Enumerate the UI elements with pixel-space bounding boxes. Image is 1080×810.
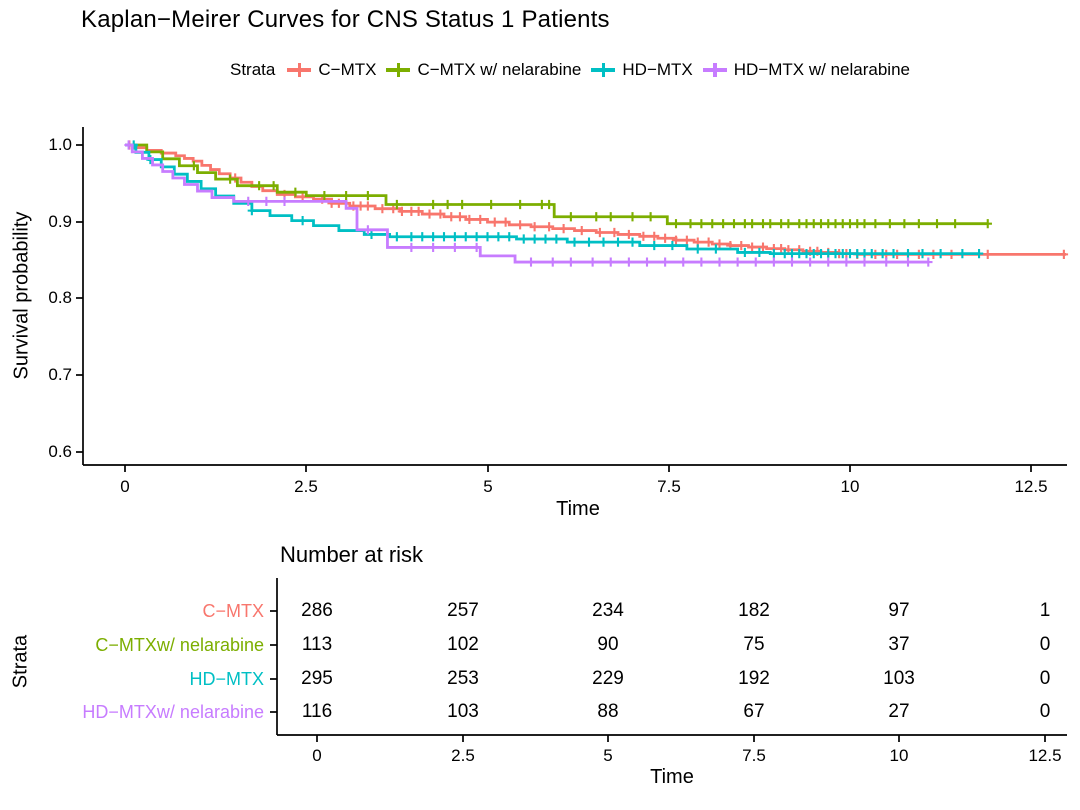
censor-plus-icon [386,62,411,78]
risk-count-cell: 88 [597,701,619,722]
risk-row-label: HD−MTX [189,669,264,689]
x-tick-label: 7.5 [657,477,681,496]
risk-count-cell: 102 [447,634,479,655]
y-tick-label: 0.8 [48,288,72,307]
risk-count-cell: 286 [301,600,333,621]
risk-count-cell: 295 [301,668,333,689]
x-tick-label: 2.5 [294,477,318,496]
risk-x-tick-label: 5 [603,746,613,765]
risk-count-cell: 1 [1039,600,1051,621]
x-tick-label: 5 [483,477,493,496]
y-axis-title: Survival probability [10,211,33,380]
risk-count-cell: 103 [883,668,915,689]
risk-count-cell: 75 [743,634,765,655]
risk-count-cell: 0 [1039,668,1051,689]
risk-count-cell: 27 [888,701,910,722]
legend-item-2: C−MTX w/ nelarabine [386,60,581,80]
risk-x-tick-label: 0 [312,746,322,765]
risk-x-tick-label: 12.5 [1028,746,1062,765]
risk-table-y-axis-title: Strata [9,634,32,689]
risk-count-cell: 229 [592,668,624,689]
risk-count-cell: 113 [301,634,333,655]
censor-marks [124,140,933,267]
censor-plus-icon [591,62,616,78]
strata-legend: Strata C−MTX C−MTX w/ nelarabine HD−MTX HD−… [83,60,1067,80]
censor-marks [129,140,984,259]
risk-count-cell: 67 [743,701,765,722]
x-axis-title: Time [556,498,600,520]
legend-item-4: HD−MTX w/ nelarabine [702,60,910,80]
risk-table-axes [270,578,1067,742]
censor-plus-icon [287,62,312,78]
legend-item-1: C−MTX [287,60,376,80]
y-tick-label: 0.7 [48,365,72,384]
risk-count-cell: 97 [888,600,910,621]
risk-row-label: C−MTXw/ nelarabine [95,635,264,655]
legend-item-label: HD−MTX [622,60,693,79]
risk-count-cell: 90 [597,634,619,655]
risk-count-cell: 253 [447,668,479,689]
risk-row-label: C−MTX [202,601,264,621]
risk-count-cell: 37 [888,634,910,655]
km-curve [125,143,988,226]
legend-item-label: C−MTX [318,60,377,79]
page-title: Kaplan−Meirer Curves for CNS Status 1 Pa… [81,6,610,33]
risk-count-cell: 116 [301,701,333,722]
km-curves [124,140,1069,267]
risk-count-cell: 103 [447,701,479,722]
km-curve [125,143,929,264]
y-tick-label: 0.6 [48,442,72,461]
x-tick-label: 0 [120,477,130,496]
risk-table-x-axis-title: Time [650,766,694,788]
km-curve [125,143,980,256]
risk-row-label: HD−MTXw/ nelarabine [82,702,264,722]
risk-x-tick-label: 10 [889,746,909,765]
risk-count-cell: 192 [738,668,770,689]
main-plot-axes [76,127,1067,472]
y-tick-label: 1.0 [48,135,72,154]
legend-title: Strata [230,60,276,79]
x-tick-label: 12.5 [1014,477,1048,496]
risk-count-cell: 257 [447,600,479,621]
risk-count-cell: 0 [1039,634,1051,655]
risk-x-tick-label: 2.5 [451,746,475,765]
risk-count-cell: 234 [592,600,624,621]
censor-plus-icon [702,62,727,78]
risk-x-tick-label: 7.5 [742,746,766,765]
censor-marks [189,161,992,229]
legend-item-label: C−MTX w/ nelarabine [417,60,582,79]
risk-count-cell: 0 [1039,701,1051,722]
risk-table-title: Number at risk [280,542,424,567]
legend-item-label: HD−MTX w/ nelarabine [733,60,910,79]
legend-item-3: HD−MTX [591,60,693,80]
y-tick-label: 0.9 [48,212,72,231]
x-tick-label: 10 [840,477,860,496]
risk-count-cell: 182 [738,600,770,621]
